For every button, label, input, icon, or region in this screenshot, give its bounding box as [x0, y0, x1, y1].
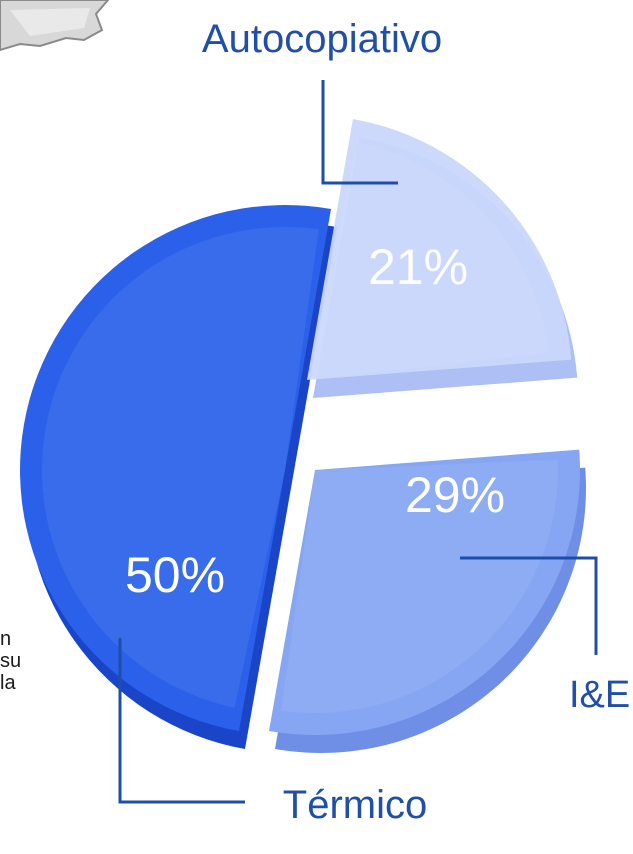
- side-text-line: su: [0, 650, 22, 672]
- slice-name-label: Autocopiativo: [202, 17, 442, 61]
- torn-paper-decoration: [0, 0, 110, 52]
- slice-percent-label: 50%: [125, 547, 225, 603]
- slice-percent-label: 29%: [405, 467, 505, 523]
- slice-percent-label: 21%: [368, 239, 468, 295]
- slice-name-label: Térmico: [283, 783, 427, 827]
- leader-line-termico: [118, 638, 245, 804]
- side-text-line: la: [0, 672, 16, 694]
- pie-slice-highlight: [41, 226, 319, 708]
- pie-slice-highlight: [281, 459, 558, 713]
- leader-line-autocopiativo: [321, 80, 398, 185]
- slice-name-label: I&E: [569, 674, 630, 716]
- leader-lines: [118, 80, 598, 804]
- pie-slice-i-e: [268, 449, 581, 736]
- pie-slice-highlight: [307, 142, 549, 380]
- clipped-side-text: n su la: [0, 628, 21, 694]
- leader-line-ie: [460, 556, 598, 655]
- side-text-line: n: [0, 628, 12, 650]
- pie-slices: [19, 119, 587, 753]
- pie-slice-t-rmico: [19, 204, 332, 731]
